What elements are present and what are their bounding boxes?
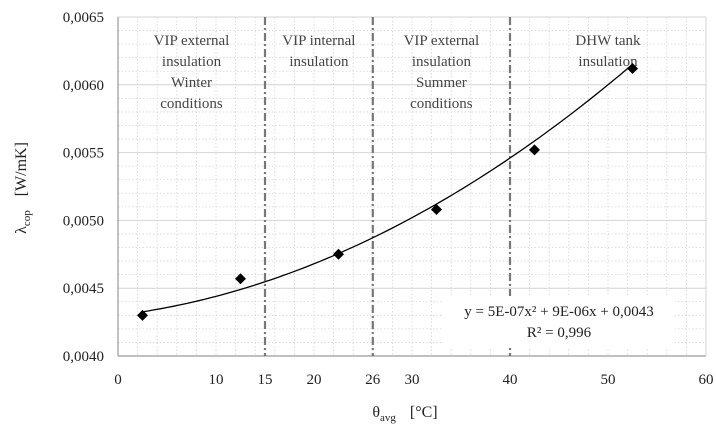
trendline-curve <box>142 63 633 313</box>
x-axis-title: θavg [°C] <box>372 404 437 424</box>
x-tick-label: 26 <box>365 372 381 388</box>
region-label: VIP external insulation Winter conditions <box>154 33 230 112</box>
region-label-line: DHW tank <box>575 33 641 49</box>
x-tick-label: 30 <box>405 372 420 388</box>
y-tick-label: 0,0040 <box>63 349 104 365</box>
region-label: VIP internal insulation <box>282 33 355 70</box>
x-tick-label: 10 <box>209 372 224 388</box>
x-tick-label: 0 <box>114 372 122 388</box>
trendline-r2: R² = 0,996 <box>527 325 592 341</box>
region-label-line: Summer <box>416 75 467 91</box>
data-point-marker <box>529 144 540 156</box>
x-tick-label: 50 <box>601 372 616 388</box>
region-label-line: VIP internal <box>282 33 355 49</box>
region-label-line: conditions <box>410 96 473 112</box>
region-label-line: VIP external <box>404 33 480 49</box>
region-label-line: insulation <box>412 54 472 70</box>
region-label-line: conditions <box>160 96 223 112</box>
data-point-marker <box>333 248 344 260</box>
region-label-line: insulation <box>162 54 222 70</box>
y-tick-label: 0,0065 <box>63 10 104 26</box>
x-tick-label: 40 <box>503 372 518 388</box>
data-point-marker <box>627 63 638 75</box>
x-tick-label: 60 <box>699 372 714 388</box>
x-tick-label: 20 <box>307 372 322 388</box>
data-point-marker <box>137 309 148 321</box>
x-tick-label: 15 <box>258 372 273 388</box>
equation-box <box>443 296 675 348</box>
data-point-marker <box>235 273 246 285</box>
region-label: DHW tank insulation <box>575 33 641 70</box>
y-tick-label: 0,0045 <box>63 281 104 297</box>
data-point-marker <box>431 204 442 216</box>
y-tick-label: 0,0050 <box>63 213 104 229</box>
region-label: VIP external insulation Summer conditions <box>404 33 480 112</box>
region-label-line: insulation <box>289 54 349 70</box>
region-label-line: VIP external <box>154 33 230 49</box>
y-axis-title: λcop[W/mK] <box>13 142 33 234</box>
region-label-line: Winter <box>171 75 212 91</box>
trendline-equation: y = 5E-07x² + 9E-06x + 0,0043 <box>464 304 653 320</box>
y-tick-label: 0,0055 <box>63 146 104 162</box>
y-tick-label: 0,0060 <box>63 78 104 94</box>
region-label-line: insulation <box>578 54 638 70</box>
